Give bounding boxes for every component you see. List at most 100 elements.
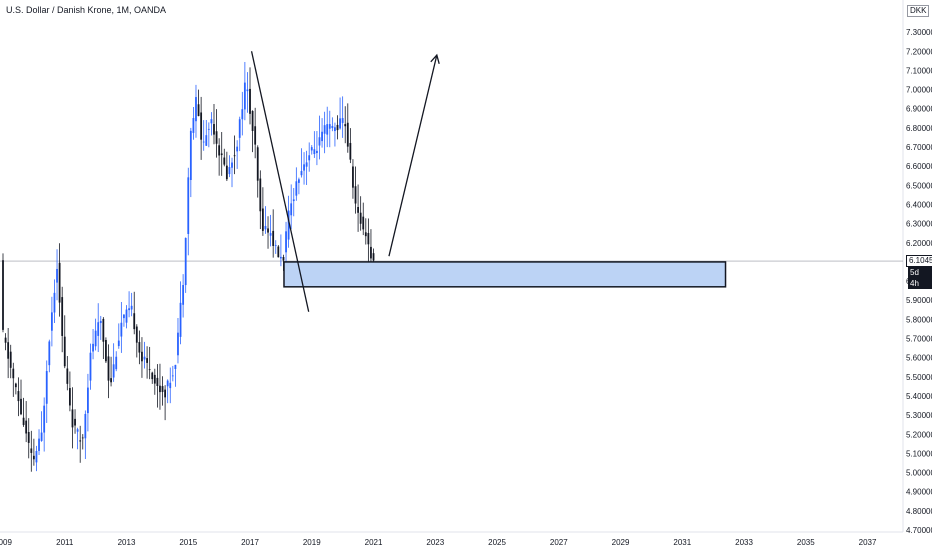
candle-body [25, 420, 28, 434]
candle-body [246, 89, 249, 92]
time-axis-labels: 2009 2011 2013 2015 2017 2019 2021 2023 2025 2027… [0, 538, 877, 547]
candle-body [89, 352, 92, 381]
candle-body [352, 166, 354, 188]
candle-body [331, 125, 334, 129]
currency-badge[interactable]: DKK [907, 5, 930, 17]
time-tick-label: 2037 [859, 538, 877, 547]
candle-body [32, 455, 35, 460]
trendline[interactable] [250, 51, 310, 312]
candle-body [372, 253, 375, 261]
candle-body [7, 342, 10, 359]
candle-body [87, 387, 89, 414]
candle-body [81, 437, 84, 439]
price-tick-label: 7.20000 [906, 47, 932, 56]
time-tick-label: 2035 [797, 538, 815, 547]
candle-body [48, 341, 51, 366]
candle-body [141, 351, 143, 362]
price-tick-label: 6.90000 [906, 105, 932, 114]
candle-body [30, 448, 33, 453]
price-tick-label: 5.30000 [906, 411, 932, 420]
candle-body [182, 285, 185, 305]
candle-body [334, 127, 336, 132]
candle-body [130, 305, 133, 310]
candle-body [346, 122, 349, 147]
candle-body [213, 124, 215, 135]
candle-body [362, 216, 365, 230]
candle-body [344, 124, 347, 127]
candle-body [69, 388, 71, 406]
price-tick-label: 4.90000 [906, 488, 932, 497]
time-tick-label: 2033 [735, 538, 753, 547]
candle-body [84, 413, 87, 439]
candle-body [241, 109, 244, 120]
projection-arrow[interactable] [388, 53, 440, 257]
price-tick-label: 5.40000 [906, 392, 932, 401]
candle-body [61, 297, 64, 336]
candle-body [148, 369, 151, 371]
time-tick-label: 2009 [0, 538, 12, 547]
candle-body [120, 322, 123, 337]
candle-body [66, 368, 69, 384]
candles-group [2, 61, 375, 472]
candle-body [364, 232, 367, 237]
candle-body [164, 389, 167, 398]
candle-body [153, 374, 156, 384]
price-tick-label: 7.30000 [906, 28, 932, 37]
candle-body [27, 431, 30, 443]
candle-body [71, 409, 74, 428]
price-tick-label: 5.20000 [906, 430, 932, 439]
demand-zone-rectangle[interactable] [283, 261, 727, 288]
price-tick-label: 5.80000 [906, 315, 932, 324]
candle-body [79, 440, 82, 442]
time-tick-label: 2013 [118, 538, 136, 547]
candle-body [261, 208, 264, 231]
candle-body [339, 118, 341, 129]
candle-body [274, 245, 277, 247]
candle-body [220, 153, 223, 156]
candle-body [282, 257, 285, 261]
candle-body [228, 167, 231, 175]
candle-body [184, 237, 187, 286]
candle-body [254, 126, 257, 145]
candle-body [143, 356, 146, 360]
candle-body [76, 429, 79, 432]
time-tick-label: 2017 [241, 538, 259, 547]
candle-body [328, 124, 331, 129]
candle-body [200, 112, 203, 140]
candle-body [225, 165, 228, 180]
candle-body [102, 318, 105, 342]
price-tick-label: 5.90000 [906, 296, 932, 305]
candle-body [269, 233, 272, 236]
candle-body [133, 313, 136, 330]
time-tick-label: 2029 [612, 538, 630, 547]
candle-body [243, 82, 246, 110]
candle-body [295, 181, 298, 196]
candle-body [236, 146, 239, 152]
candle-body [63, 336, 66, 367]
candle-body [267, 228, 269, 233]
candle-body [179, 302, 182, 337]
candle-body [4, 337, 7, 343]
candle-body [159, 385, 161, 393]
candle-body [43, 405, 46, 433]
price-tick-label: 5.50000 [906, 373, 932, 382]
candle-body [115, 356, 118, 370]
candle-body [354, 186, 357, 204]
candle-body [336, 124, 339, 131]
candle-body [303, 164, 305, 171]
candle-body [166, 380, 169, 387]
candle-body [207, 128, 210, 130]
candle-body [50, 312, 53, 331]
price-tick-label: 6.80000 [906, 124, 932, 133]
candle-body [9, 351, 12, 368]
candle-body [218, 145, 221, 156]
candle-body [156, 377, 159, 387]
price-tick-label: 4.80000 [906, 507, 932, 516]
candle-body [277, 246, 280, 258]
candle-body [279, 256, 282, 259]
time-tick-label: 2023 [426, 538, 444, 547]
